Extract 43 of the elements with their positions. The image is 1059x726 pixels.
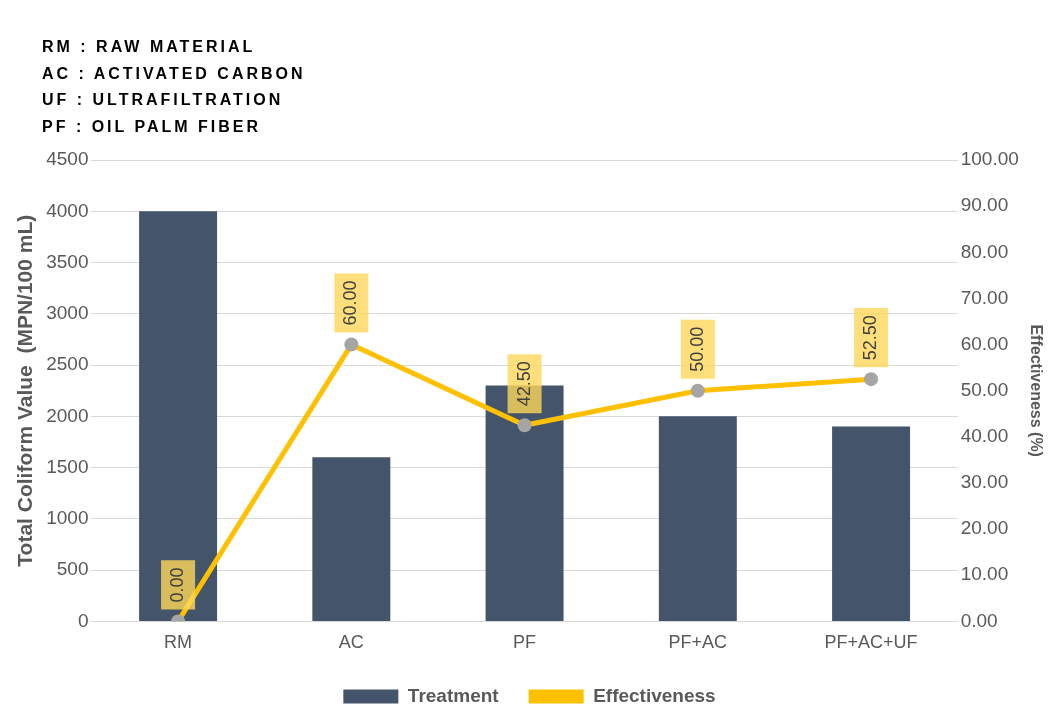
data-label: 42.50: [513, 361, 534, 407]
y-axis-title: Total Coliform Value (MPN/100 mL): [13, 214, 37, 567]
y2-tick-label: 50.00: [960, 378, 1009, 400]
y2-tick-label: 30.00: [960, 471, 1009, 493]
y2-tick-label: 10.00: [960, 563, 1009, 585]
x-tick-label: RM: [164, 632, 193, 653]
y-tick-label: 0: [77, 609, 89, 631]
text: RM : RAW MATERIAL: [42, 37, 257, 57]
y-tick-label: 4500: [46, 148, 89, 170]
text: AC : ACTIVATED CARBON: [42, 63, 306, 84]
text: UF : ULTRAFILTRATION: [42, 90, 285, 110]
legend-label: Treatment: [407, 684, 500, 706]
text: PF : OIL PALM FIBER: [42, 116, 263, 137]
data-label: 0.00: [167, 567, 188, 603]
y2-tick-label: 40.00: [960, 425, 1009, 447]
y-tick-label: 2000: [46, 404, 89, 426]
y-tick-label: 500: [56, 558, 89, 580]
legend-label: Effectiveness: [593, 684, 716, 706]
data-label: 50.00: [686, 326, 707, 372]
bar: [139, 211, 218, 621]
bar: [312, 457, 391, 621]
y-tick-label: 2500: [46, 353, 89, 375]
y-tick-label: 1000: [46, 507, 89, 529]
bar: [832, 426, 911, 621]
data-label: 60.00: [340, 280, 361, 326]
y2-tick-label: 60.00: [960, 332, 1009, 354]
y2-tick-label: 100.00: [960, 148, 1019, 170]
x-tick-label: AC: [338, 632, 364, 653]
y2-tick-label: 70.00: [960, 286, 1009, 308]
x-tick-label: PF: [513, 632, 537, 653]
y-tick-label: 3000: [46, 302, 89, 324]
x-tick-label: PF+AC+UF: [824, 632, 918, 653]
y-tick-label: 1500: [46, 455, 89, 477]
y2-tick-label: 20.00: [960, 517, 1009, 539]
y2-tick-label: 0.00: [960, 609, 998, 631]
x-tick-label: PF+AC: [668, 632, 728, 653]
data-label: 52.50: [860, 315, 881, 361]
bar: [658, 416, 737, 621]
y-tick-label: 4000: [46, 199, 89, 221]
y2-tick-label: 90.00: [960, 194, 1009, 216]
y2-tick-label: 80.00: [960, 240, 1009, 262]
y-tick-label: 3500: [46, 250, 89, 272]
y2-axis-title: Effectiveness (%): [1027, 324, 1045, 457]
